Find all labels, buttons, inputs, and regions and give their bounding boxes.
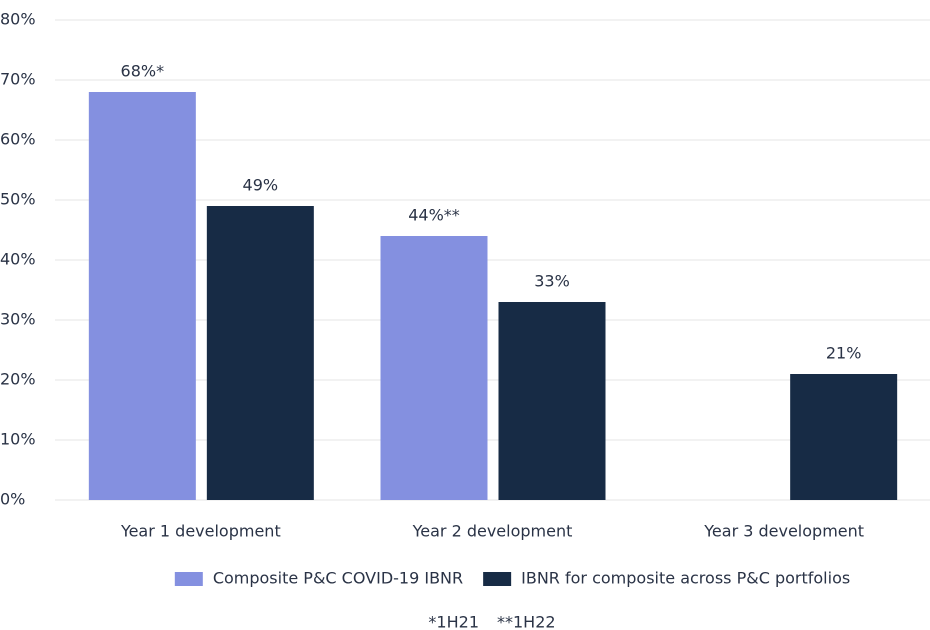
y-tick-label: 80% [0,10,36,29]
bar [498,302,606,500]
x-tick-label: Year 1 development [120,522,281,541]
legend-label: Composite P&C COVID-19 IBNR [213,569,463,588]
footnote: *1H21 [428,613,479,630]
y-tick-label: 20% [0,370,36,389]
y-tick-label: 70% [0,70,36,89]
x-tick-label: Year 3 development [703,522,864,541]
bar [88,92,196,500]
y-tick-label: 30% [0,310,36,329]
x-tick-label: Year 2 development [412,522,573,541]
bar [790,374,898,500]
bar [380,236,488,500]
y-tick-label: 50% [0,190,36,209]
data-label: 49% [243,176,279,195]
y-tick-label: 60% [0,130,36,149]
y-tick-label: 10% [0,430,36,449]
data-label: 68%* [121,62,165,81]
data-label: 21% [826,344,862,363]
data-label: 44%** [408,206,460,225]
legend-swatch [174,572,203,586]
footnote: **1H22 [497,613,556,630]
legend-swatch [483,572,512,586]
y-tick-label: 40% [0,250,36,269]
bar [206,206,314,500]
legend-label: IBNR for composite across P&C portfolios [521,569,850,588]
y-tick-label: 0% [0,490,25,509]
data-label: 33% [534,272,570,291]
